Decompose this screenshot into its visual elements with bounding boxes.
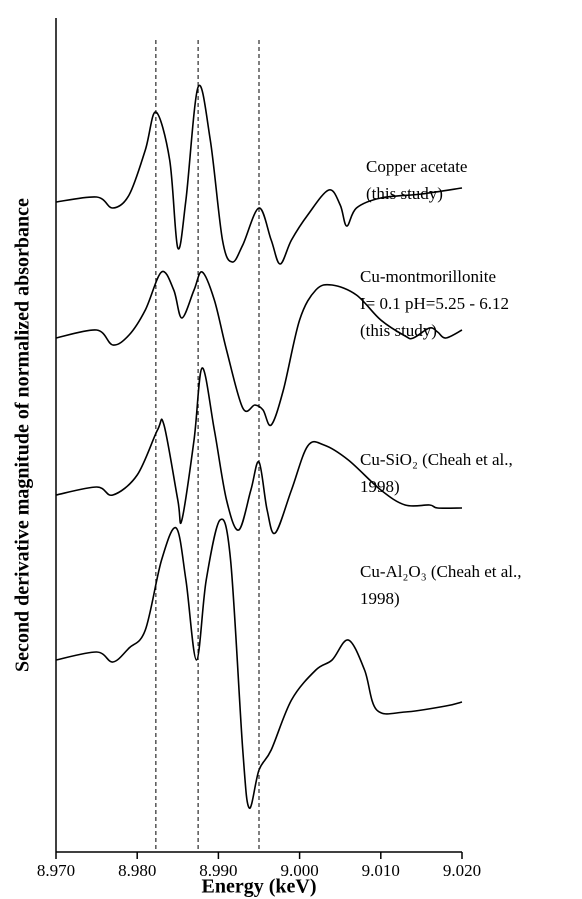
spectrum-line [55, 270, 463, 427]
x-tick-label: 9.000 [280, 861, 318, 880]
y-axis-title: Second derivative magnitude of normalize… [12, 198, 34, 672]
series-label: Cu-Al₂O₃ (Cheah et al., [360, 562, 522, 581]
series-label: Cu-SiO₂ (Cheah et al., [360, 450, 513, 469]
series-label: Cu-montmorillonite [360, 267, 496, 286]
series-label: 1998) [360, 589, 400, 608]
series-label: I= 0.1 pH=5.25 - 6.12 [360, 294, 509, 313]
series-label: Copper acetate [366, 157, 467, 176]
series-label: (this study) [366, 184, 443, 203]
series-label: 1998) [360, 477, 400, 496]
x-tick-label: 9.010 [362, 861, 400, 880]
x-tick-label: 8.990 [199, 861, 237, 880]
spectrum-line [55, 84, 463, 265]
x-tick-label: 8.970 [37, 861, 75, 880]
spectrum-line [55, 367, 463, 535]
x-tick-label: 9.020 [443, 861, 481, 880]
series-label: (this study) [360, 321, 437, 340]
x-tick-label: 8.980 [118, 861, 156, 880]
spectrum-line [55, 518, 463, 809]
x-axis-title: Energy (keV) [202, 876, 317, 898]
